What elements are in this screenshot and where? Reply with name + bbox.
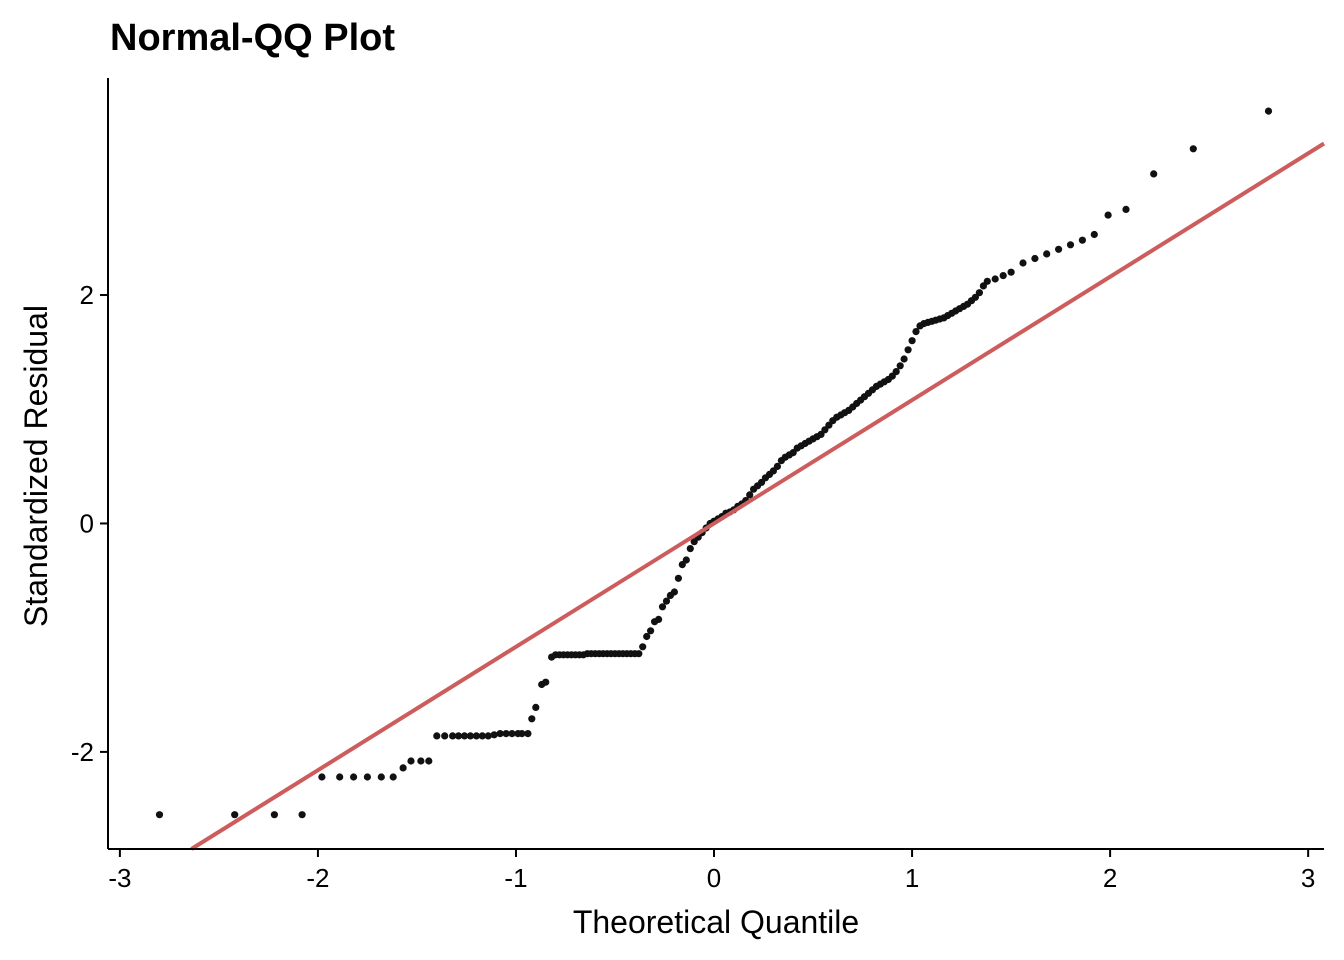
data-point — [1122, 205, 1130, 213]
data-point — [524, 730, 532, 738]
data-point — [655, 615, 663, 624]
data-point — [639, 643, 647, 651]
data-point — [999, 272, 1007, 280]
data-point — [441, 732, 449, 740]
data-point — [407, 757, 415, 765]
data-point — [1078, 236, 1086, 244]
data-point — [454, 732, 463, 740]
data-point — [643, 632, 651, 641]
data-point — [484, 732, 492, 740]
data-point — [1066, 241, 1075, 249]
data-point — [399, 764, 407, 772]
data-point — [1043, 250, 1051, 258]
data-point — [231, 811, 239, 819]
data-point — [460, 732, 469, 740]
data-point — [635, 650, 643, 658]
data-point — [658, 603, 667, 611]
data-point — [896, 362, 904, 370]
data-point — [433, 732, 441, 740]
data-point — [363, 773, 371, 781]
x-tick-label: 2 — [1103, 863, 1117, 893]
reference-line — [190, 141, 1326, 851]
data-point — [975, 289, 984, 297]
data-point — [1055, 245, 1063, 253]
data-point — [478, 732, 486, 740]
data-point — [518, 730, 526, 738]
data-point — [389, 773, 397, 781]
data-point — [1031, 254, 1039, 263]
data-point — [991, 275, 999, 283]
data-point — [900, 355, 908, 363]
data-point — [417, 757, 425, 765]
data-point — [336, 773, 344, 781]
y-tick-label: 0 — [80, 508, 94, 538]
data-point — [908, 337, 916, 345]
x-tick-label: -2 — [306, 863, 329, 893]
x-axis-label: Theoretical Quantile — [573, 904, 859, 940]
x-tick-label: 0 — [707, 863, 721, 893]
data-point — [466, 732, 474, 740]
data-point — [502, 730, 510, 738]
data-point — [542, 678, 550, 686]
data-point — [674, 574, 683, 582]
x-axis-ticks: -3 -2 -1 0 1 2 3 — [108, 849, 1315, 893]
data-point — [670, 588, 679, 596]
y-tick-label: -2 — [71, 737, 94, 767]
data-point — [912, 328, 920, 336]
data-point — [686, 545, 694, 553]
data-point — [1007, 268, 1015, 276]
data-point — [662, 597, 671, 605]
data-point — [532, 703, 540, 712]
y-axis-ticks: -2 0 2 — [71, 280, 108, 767]
data-point — [425, 757, 433, 765]
plot-area — [155, 107, 1326, 851]
data-point — [1150, 170, 1158, 178]
data-point — [449, 732, 457, 740]
data-point — [472, 732, 480, 740]
chart-title: Normal-QQ Plot — [110, 17, 395, 59]
data-point — [490, 731, 498, 739]
data-point — [377, 773, 385, 781]
data-point — [682, 556, 690, 564]
x-tick-label: -3 — [108, 863, 131, 893]
data-point — [270, 811, 278, 819]
data-point — [746, 491, 754, 499]
x-tick-label: 1 — [905, 863, 919, 893]
data-point — [647, 627, 655, 635]
data-point — [528, 715, 536, 723]
data-point — [1189, 145, 1197, 153]
data-point — [904, 346, 912, 354]
data-point — [155, 811, 164, 819]
data-point — [983, 277, 991, 285]
data-point — [892, 368, 900, 376]
data-point — [773, 462, 782, 470]
data-point — [318, 773, 326, 781]
data-point — [1090, 230, 1098, 239]
y-axis-label: Standardized Residual — [18, 305, 54, 627]
data-point — [1264, 107, 1273, 115]
data-points — [155, 107, 1273, 819]
data-point — [1019, 259, 1027, 267]
x-tick-label: 3 — [1301, 863, 1315, 893]
data-point — [508, 730, 516, 738]
data-point — [298, 811, 306, 819]
y-tick-label: 2 — [80, 280, 94, 310]
data-point — [350, 773, 358, 781]
x-tick-label: -1 — [504, 863, 527, 893]
data-point — [1104, 211, 1112, 219]
data-point — [496, 730, 504, 738]
